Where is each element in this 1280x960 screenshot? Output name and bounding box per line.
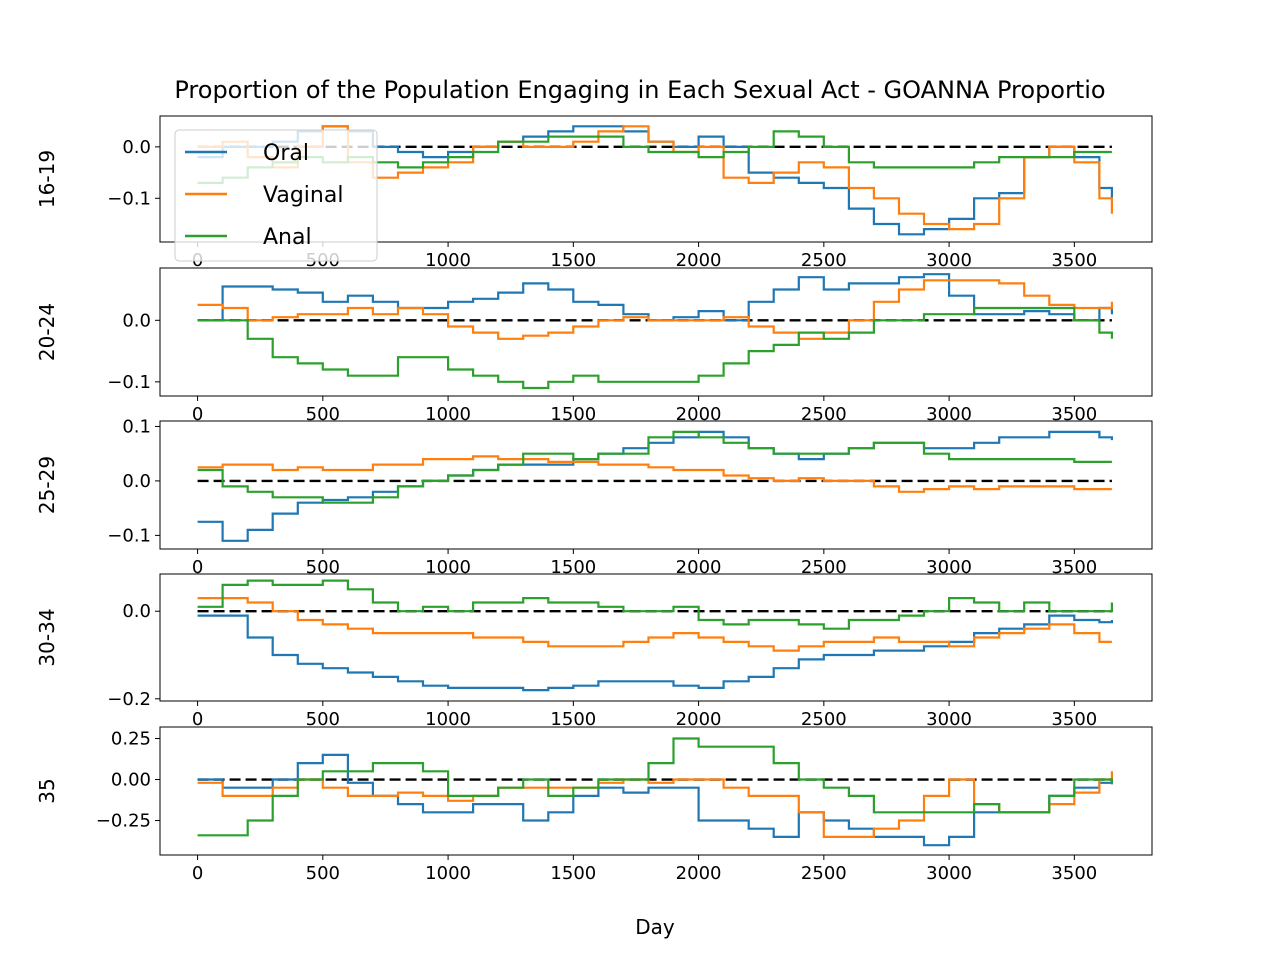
legend-label-anal: Anal — [263, 225, 312, 250]
subplot-panels: 05001000150020002500300035000.0−0.116-19… — [35, 115, 1153, 884]
x-tick-label: 1000 — [425, 557, 471, 578]
x-tick-label: 500 — [306, 863, 340, 884]
y-axis-label: 35 — [35, 778, 59, 803]
x-tick-label: 3500 — [1051, 557, 1097, 578]
x-tick-label: 2500 — [801, 404, 847, 425]
x-tick-label: 3000 — [926, 404, 972, 425]
y-axis-label: 16-19 — [35, 150, 59, 208]
x-tick-label: 1000 — [425, 250, 471, 271]
x-tick-label: 3000 — [926, 557, 972, 578]
series-line-anal — [197, 579, 1113, 630]
y-tick-label: 0.1 — [122, 416, 151, 437]
x-tick-label: 1000 — [425, 863, 471, 884]
x-tick-label: 3000 — [926, 863, 972, 884]
x-tick-label: 2000 — [676, 404, 722, 425]
y-tick-label: −0.2 — [107, 689, 151, 710]
y-tick-label: 0.0 — [122, 471, 151, 492]
x-tick-label: 2000 — [676, 863, 722, 884]
x-tick-label: 2500 — [801, 863, 847, 884]
axes-frame — [159, 726, 1153, 856]
axes-frame — [159, 573, 1153, 702]
x-tick-label: 3500 — [1051, 863, 1097, 884]
x-tick-label: 3500 — [1051, 404, 1097, 425]
subplot-35: 0 500 1000 1500 2000 2500 3000 3500 0.25 0.00 −0.2… — [35, 726, 1153, 884]
legend-label-oral: Oral — [263, 141, 309, 166]
y-tick-label: −0.1 — [107, 525, 151, 546]
x-tick-label: 1500 — [550, 250, 596, 271]
x-tick-label: 2500 — [801, 250, 847, 271]
y-tick-label: 0.00 — [111, 770, 151, 791]
y-tick-label: 0.0 — [122, 310, 151, 331]
y-tick-label: 0.0 — [122, 137, 151, 158]
x-tick-label: 0 — [192, 709, 203, 730]
x-tick-label: 3500 — [1051, 709, 1097, 730]
y-axis-label: 20-24 — [35, 303, 59, 361]
series-line-vaginal — [197, 455, 1112, 493]
subplot-20-24: 0 500 1000 1500 2000 2500 3000 3500 0.0 −0.1 20-24 — [35, 267, 1153, 425]
series-line-anal — [197, 306, 1113, 390]
subplot-25-29: 0 500 1000 1500 2000 2500 3000 3500 0.1 0.0 −0.1 25… — [35, 416, 1153, 578]
y-axis-label: 25-29 — [35, 456, 59, 514]
y-tick-label: 0.0 — [122, 601, 151, 622]
x-tick-label: 1500 — [550, 863, 596, 884]
x-tick-label: 3000 — [926, 250, 972, 271]
series-line-oral — [197, 614, 1113, 692]
legend-label-vaginal: Vaginal — [263, 183, 343, 208]
x-axis-label: Day — [635, 915, 675, 939]
y-tick-label: −0.1 — [107, 188, 151, 209]
series-line-oral — [197, 753, 1113, 847]
legend-box — [174, 129, 378, 262]
y-axis-label: 30-34 — [35, 608, 59, 666]
x-tick-label: 0 — [192, 863, 203, 884]
x-tick-label: 2000 — [676, 250, 722, 271]
x-tick-label: 500 — [306, 557, 340, 578]
series-line-anal — [197, 737, 1113, 837]
x-tick-label: 1500 — [550, 404, 596, 425]
x-tick-label: 2000 — [676, 557, 722, 578]
y-tick-label: −0.1 — [107, 372, 151, 393]
series-line-vaginal — [197, 597, 1112, 652]
x-tick-label: 1500 — [550, 709, 596, 730]
axes-frame — [159, 420, 1153, 550]
y-tick-label: −0.25 — [96, 811, 151, 832]
legend: Oral Vaginal Anal — [174, 129, 378, 262]
x-tick-label: 1500 — [550, 557, 596, 578]
x-tick-label: 3000 — [926, 709, 972, 730]
chart-title: Proportion of the Population Engaging in… — [174, 76, 1105, 104]
x-tick-label: 3500 — [1051, 250, 1097, 271]
series-line-anal — [197, 430, 1112, 504]
x-tick-label: 1000 — [425, 709, 471, 730]
x-tick-label: 500 — [306, 404, 340, 425]
axes-frame — [159, 115, 1153, 243]
y-tick-label: 0.25 — [111, 728, 151, 749]
x-tick-label: 0 — [192, 557, 203, 578]
x-tick-label: 500 — [306, 709, 340, 730]
x-tick-label: 0 — [192, 404, 203, 425]
x-tick-label: 2000 — [676, 709, 722, 730]
subplot-30-34: 0 500 1000 1500 2000 2500 3000 3500 0.0 −0.2 30-34 — [35, 573, 1153, 730]
x-tick-label: 2500 — [801, 709, 847, 730]
x-tick-label: 2500 — [801, 557, 847, 578]
axes-frame — [159, 267, 1153, 397]
series-line-vaginal — [197, 279, 1113, 340]
x-tick-label: 1000 — [425, 404, 471, 425]
